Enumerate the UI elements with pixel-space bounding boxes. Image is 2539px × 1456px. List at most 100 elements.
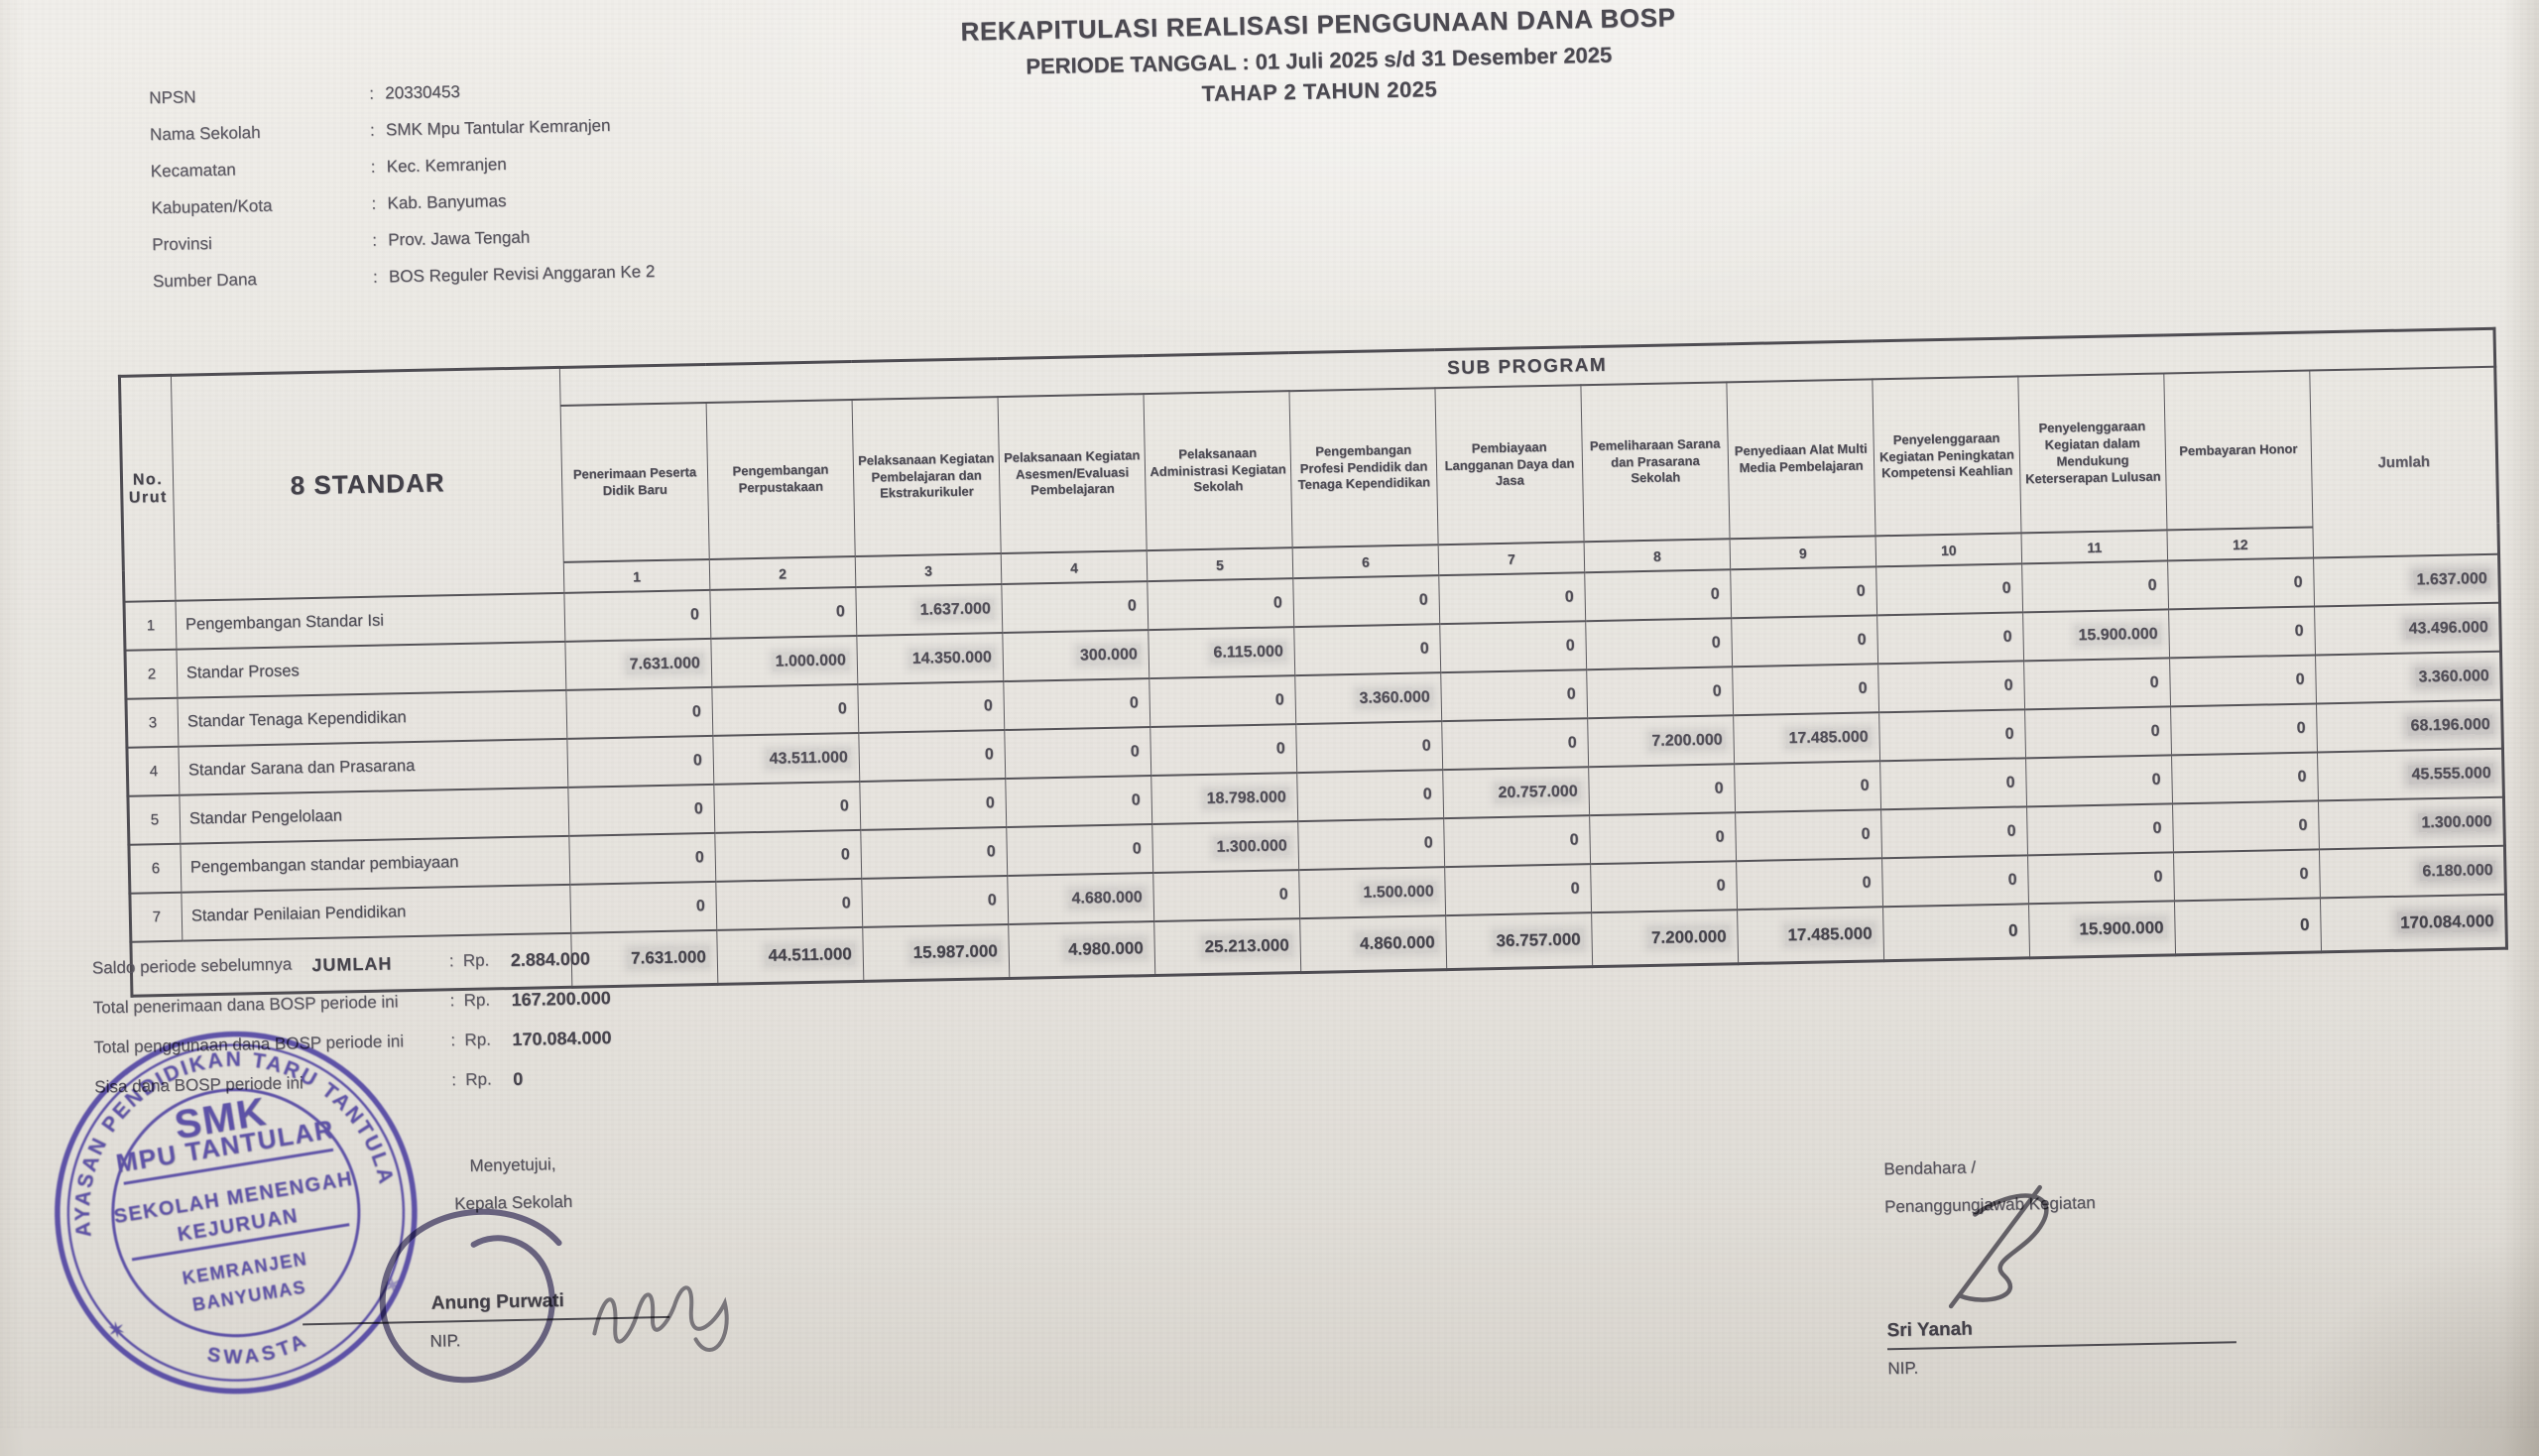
row-number-cell: 2 — [125, 650, 178, 699]
principal-nip-label: NIP. — [429, 1327, 669, 1352]
value-cell: 0 — [710, 587, 857, 639]
cell-amount: 0 — [2293, 718, 2308, 737]
value-cell: 0 — [1881, 806, 2028, 858]
cell-amount: 0 — [1712, 827, 1727, 846]
cell-amount: 0 — [1712, 779, 1727, 797]
value-cell: 0 — [2170, 655, 2317, 706]
value-cell: 0 — [1293, 575, 1440, 627]
principal-name: Anung Purwati — [431, 1288, 669, 1315]
cell-amount: 0 — [1272, 690, 1287, 709]
cell-amount: 0 — [1857, 776, 1872, 794]
value-cell: 0 — [1445, 864, 1592, 915]
value-cell: 300.000 — [1003, 630, 1149, 681]
cell-amount: 15.987.000 — [909, 940, 1000, 963]
value-cell: 0 — [714, 782, 861, 833]
school-info-block: NPSN:20330453 Nama Sekolah:SMK Mpu Tantu… — [149, 78, 656, 308]
cell-amount: 17.485.000 — [1785, 727, 1871, 748]
column-number: 10 — [1875, 533, 2022, 566]
column-header: Penyelenggaraan Kegiatan dalam Mendukung… — [2018, 373, 2167, 533]
info-value: Kec. Kemranjen — [387, 152, 654, 193]
cell-amount: 0 — [1567, 830, 1582, 849]
currency-label: Rp. — [464, 1030, 513, 1070]
value-cell: 0 — [1590, 812, 1737, 864]
cell-amount: 0 — [1270, 593, 1285, 612]
document-title-block: REKAPITULASI REALISASI PENGGUNAAN DANA B… — [594, 0, 2044, 119]
value-cell: 0 — [569, 833, 716, 885]
signature-line — [1887, 1341, 2237, 1350]
cell-amount: 0 — [1854, 581, 1869, 600]
cell-amount: 1.300.000 — [2418, 811, 2495, 832]
value-cell: 0 — [2171, 703, 2318, 755]
value-cell: 0 — [2172, 752, 2319, 803]
cell-amount: 0 — [833, 602, 848, 621]
total-value-cell: 7.200.000 — [1592, 910, 1739, 966]
value-cell: 0 — [1733, 664, 1879, 715]
cell-amount: 15.900.000 — [2075, 624, 2160, 645]
cell-amount: 43.511.000 — [766, 748, 851, 769]
total-value-cell: 44.511.000 — [717, 927, 864, 984]
cell-amount: 1.637.000 — [916, 599, 994, 620]
cell-amount: 0 — [2290, 572, 2305, 591]
cell-amount: 43.496.000 — [2405, 617, 2490, 638]
school-foundation-stamp: YAYASAN PENDIDIKAN TARU TANTULAR SWASTA … — [14, 991, 457, 1434]
value-cell: 4.680.000 — [1008, 873, 1154, 924]
cell-amount: 0 — [2291, 621, 2306, 640]
value-cell: 0 — [1737, 858, 1883, 910]
cell-amount: 0 — [984, 842, 999, 861]
column-header: Pengembangan Profesi Pendidik dan Tenaga… — [1289, 388, 1438, 547]
standar-name-cell: Standar Pengelolaan — [180, 788, 569, 844]
grand-total-cell: 170.084.000 — [2320, 895, 2506, 952]
column-number: 8 — [1584, 539, 1731, 572]
cell-amount: 0 — [2292, 669, 2307, 688]
cell-amount: 0 — [2294, 767, 2309, 786]
cell-amount: 0 — [2146, 672, 2161, 691]
cell-amount: 0 — [835, 699, 850, 718]
row-total-cell: 3.360.000 — [2316, 652, 2502, 704]
value-cell: 0 — [566, 687, 713, 739]
column-number: 7 — [1438, 542, 1585, 575]
value-cell: 0 — [1877, 612, 2024, 664]
cell-amount: 0 — [1563, 636, 1578, 655]
summary-amount: 170.084.000 — [512, 1028, 612, 1069]
column-number: 3 — [855, 553, 1002, 587]
info-value: SMK Mpu Tantular Kemranjen — [386, 115, 653, 157]
value-cell: 0 — [1876, 563, 2023, 615]
value-cell: 0 — [1882, 855, 2029, 907]
total-value-cell: 15.900.000 — [2029, 901, 2176, 957]
value-cell: 0 — [1585, 569, 1732, 621]
row-number-cell: 7 — [130, 893, 182, 942]
value-cell: 0 — [1002, 581, 1149, 633]
stamp-star-right: ✶ — [382, 1272, 404, 1299]
value-cell: 0 — [715, 830, 862, 882]
column-header: Pembayaran Honor — [2164, 371, 2313, 531]
value-cell: 0 — [1591, 861, 1738, 912]
cell-amount: 0 — [690, 751, 705, 770]
value-cell: 0 — [860, 779, 1007, 830]
column-header: Pelaksanaan Kegiatan Pembelajaran dan Ek… — [852, 397, 1001, 556]
column-header: Pelaksanaan Administrasi Kegiatan Sekola… — [1144, 391, 1292, 550]
cell-amount: 7.200.000 — [1648, 925, 1730, 948]
cell-amount: 0 — [837, 796, 852, 815]
value-cell: 0 — [1880, 758, 2027, 809]
currency-label: Rp. — [463, 950, 512, 991]
row-total-cell: 68.196.000 — [2317, 700, 2503, 753]
cell-amount: 6.180.000 — [2419, 860, 2496, 881]
cell-amount: 0 — [1708, 584, 1723, 603]
value-cell: 0 — [1732, 615, 1878, 667]
row-number-cell: 5 — [128, 795, 181, 845]
value-cell: 3.360.000 — [1295, 672, 1442, 724]
column-header-jumlah: Jumlah — [2310, 367, 2499, 558]
cell-amount: 0 — [1420, 785, 1435, 803]
value-cell: 0 — [1296, 721, 1443, 773]
value-cell: 0 — [1150, 724, 1297, 776]
value-cell: 0 — [2026, 755, 2173, 806]
value-cell: 0 — [1148, 578, 1294, 630]
cell-amount: 0 — [1858, 824, 1873, 843]
cell-amount: 45.555.000 — [2408, 763, 2493, 784]
value-cell: 0 — [1589, 764, 1736, 815]
value-cell: 0 — [567, 736, 714, 788]
info-label: Provinsi — [152, 231, 373, 272]
treasurer-nip-label: NIP. — [1887, 1352, 2237, 1379]
total-value-cell: 36.757.000 — [1446, 912, 1593, 969]
